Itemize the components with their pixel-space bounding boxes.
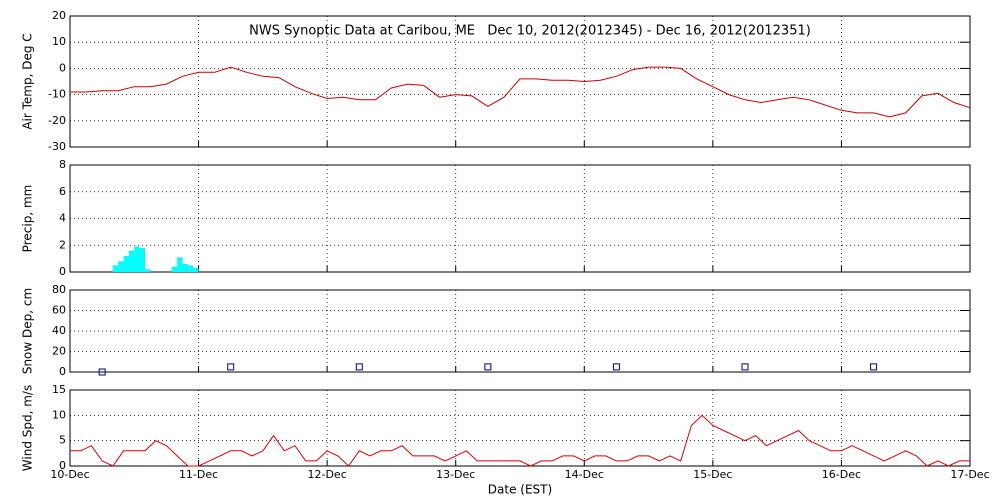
point	[870, 363, 878, 371]
y-tick-label: 10	[52, 408, 66, 421]
y-tick-label: -10	[48, 88, 66, 101]
point	[612, 363, 620, 371]
y-tick-label: 8	[59, 158, 66, 171]
bar	[177, 257, 183, 272]
x-tick-label: 12-Dec	[308, 468, 347, 481]
x-tick-label: 15-Dec	[693, 468, 732, 481]
x-tick-label: 13-Dec	[436, 468, 475, 481]
y-tick-label: 20	[52, 9, 66, 22]
y-tick-label: 4	[59, 212, 66, 225]
point	[355, 363, 363, 371]
x-tick-label: 17-Dec	[950, 468, 989, 481]
bar	[118, 261, 124, 272]
y-tick-label: 40	[52, 324, 66, 337]
bar	[128, 250, 135, 272]
point	[98, 368, 106, 376]
y-tick-label: 6	[59, 185, 66, 198]
y-tick-label: 20	[52, 345, 66, 358]
y-tick-label: 60	[52, 304, 66, 317]
point	[741, 363, 749, 371]
y-tick-label: 80	[52, 283, 66, 296]
point	[227, 363, 235, 371]
point	[484, 363, 492, 371]
y-tick-label: 2	[59, 238, 66, 251]
x-tick-label: 14-Dec	[565, 468, 604, 481]
bar	[139, 247, 145, 272]
bar	[171, 266, 178, 272]
bar	[145, 269, 151, 272]
x-tick-label: 16-Dec	[822, 468, 861, 481]
y-tick-label: -30	[48, 140, 66, 153]
plot-frame	[69, 15, 971, 148]
bar	[187, 265, 194, 272]
y-axis-label: Wind Spd, m/s	[21, 385, 35, 471]
y-axis-label: Air Temp, Deg C	[21, 33, 35, 129]
y-axis-label: Snow Dep, cm	[21, 288, 35, 374]
chart-title: NWS Synoptic Data at Caribou, ME Dec 10,…	[249, 24, 811, 39]
y-tick-label: 0	[59, 265, 66, 278]
y-tick-label: 0	[59, 61, 66, 74]
plot-frame	[69, 164, 971, 273]
x-tick-label: 10-Dec	[50, 468, 89, 481]
data-line	[70, 66, 971, 118]
x-axis-label: Date (EST)	[488, 483, 552, 497]
bar	[123, 255, 129, 272]
y-tick-label: 15	[52, 383, 66, 396]
y-tick-label: 0	[59, 365, 66, 378]
y-tick-label: 10	[52, 35, 66, 48]
plot-frame	[69, 289, 971, 373]
y-tick-label: -20	[48, 114, 66, 127]
bar	[193, 267, 199, 272]
bar	[112, 265, 119, 272]
x-tick-label: 11-Dec	[179, 468, 218, 481]
bar	[134, 246, 140, 272]
plot-frame	[69, 389, 971, 467]
y-tick-label: 5	[59, 434, 66, 447]
y-axis-label: Precip, mm	[21, 185, 35, 253]
bar	[182, 263, 188, 272]
data-line	[70, 414, 970, 467]
y-tick-label: 0	[59, 459, 66, 472]
